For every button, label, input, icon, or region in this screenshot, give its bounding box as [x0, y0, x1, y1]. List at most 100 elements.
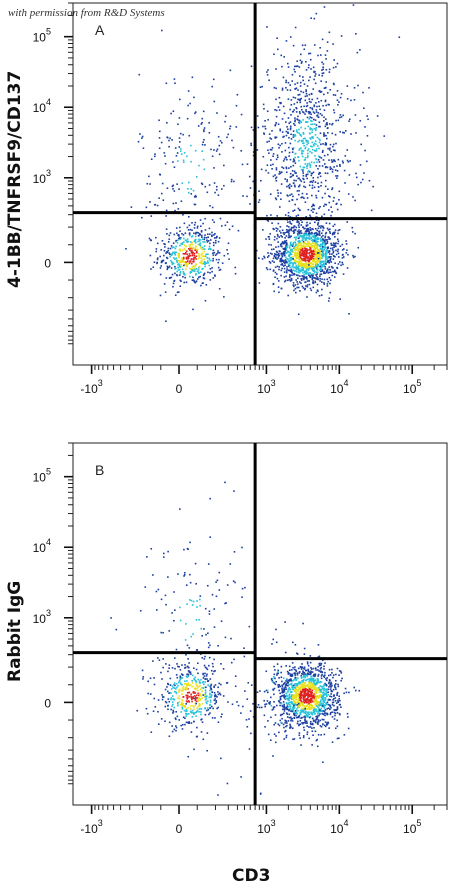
event-dot-a	[301, 221, 303, 223]
event-dot-b	[191, 604, 194, 606]
event-dot-b	[298, 692, 301, 694]
event-dot-b	[295, 712, 297, 715]
event-dot-b	[290, 674, 293, 676]
event-dot-b	[166, 690, 169, 693]
event-dot-a	[286, 244, 289, 247]
event-dot-a	[271, 147, 274, 149]
event-dot-b	[266, 691, 269, 694]
event-dot-a	[309, 128, 312, 131]
event-dot-b	[200, 678, 202, 681]
event-dot-a	[177, 123, 179, 126]
event-dot-b	[292, 666, 294, 669]
event-dot-b	[310, 699, 313, 702]
event-dot-a	[322, 260, 325, 263]
event-dot-b	[233, 658, 235, 661]
event-dot-b	[209, 678, 212, 680]
event-dot-b	[300, 700, 303, 703]
event-dot-a	[315, 232, 318, 234]
event-dot-a	[347, 161, 350, 163]
event-dot-a	[178, 260, 181, 262]
event-dot-b	[281, 689, 284, 691]
event-dot-a	[314, 134, 317, 136]
event-dot-a	[347, 193, 350, 195]
event-dot-a	[299, 133, 302, 136]
event-dot-a	[310, 237, 313, 239]
event-dot-a	[268, 260, 271, 263]
event-dot-b	[218, 692, 221, 695]
event-dot-a	[311, 131, 313, 134]
event-dot-a	[165, 252, 167, 254]
event-dot-b	[310, 679, 313, 681]
event-dot-b	[309, 693, 311, 696]
event-dot-a	[202, 282, 204, 284]
event-dot-a	[287, 98, 290, 100]
event-dot-b	[197, 672, 199, 675]
event-dot-a	[252, 180, 254, 183]
event-dot-a	[290, 165, 292, 168]
event-dot-a	[335, 66, 337, 68]
event-dot-a	[310, 161, 313, 164]
event-dot-b	[297, 677, 299, 679]
event-dot-b	[173, 591, 175, 593]
event-dot-a	[204, 260, 206, 263]
event-dot-b	[315, 697, 317, 700]
event-dot-b	[314, 698, 317, 701]
event-dot-a	[299, 254, 302, 257]
event-dot-a	[305, 93, 308, 95]
event-dot-a	[296, 219, 299, 222]
event-dot-b	[172, 710, 175, 713]
event-dot-a	[178, 137, 181, 139]
event-dot-b	[162, 658, 164, 660]
event-dot-b	[288, 678, 291, 681]
event-dot-b	[280, 665, 283, 668]
event-dot-b	[199, 598, 201, 601]
event-dot-a	[315, 265, 318, 268]
event-dot-a	[305, 249, 308, 251]
event-dot-b	[175, 725, 177, 727]
event-dot-a	[322, 229, 324, 232]
event-dot-a	[296, 130, 298, 133]
event-dot-b	[301, 684, 303, 687]
event-dot-a	[339, 261, 341, 263]
event-dot-b	[336, 707, 339, 709]
event-dot-a	[337, 119, 340, 122]
event-dot-b	[300, 717, 302, 719]
event-dot-b	[210, 695, 213, 697]
event-dot-b	[305, 697, 308, 700]
event-dot-a	[294, 287, 297, 290]
event-dot-b	[209, 497, 211, 500]
event-dot-a	[348, 312, 350, 315]
event-dot-b	[157, 699, 160, 701]
event-dot-b	[191, 716, 194, 718]
event-dot-b	[213, 685, 215, 688]
event-dot-a	[137, 140, 140, 143]
event-dot-a	[278, 96, 281, 99]
event-dot-a	[302, 267, 305, 269]
event-dot-b	[182, 696, 184, 698]
event-dot-a	[311, 277, 314, 279]
event-dot-a	[298, 121, 300, 124]
event-dot-a	[297, 274, 299, 277]
event-dot-a	[307, 242, 310, 245]
event-dot-a	[173, 190, 176, 192]
event-dot-b	[206, 732, 209, 734]
event-dot-a	[228, 228, 231, 231]
event-dot-b	[291, 707, 294, 709]
event-dot-a	[275, 253, 277, 256]
event-dot-a	[218, 144, 221, 147]
event-dot-a	[304, 127, 307, 130]
event-dot-a	[213, 100, 216, 103]
event-dot-a	[261, 258, 264, 260]
event-dot-b	[187, 670, 190, 672]
event-dot-b	[310, 707, 313, 710]
event-dot-a	[282, 167, 285, 169]
event-dot-a	[308, 52, 310, 55]
event-dot-b	[200, 711, 202, 713]
event-dot-a	[323, 87, 326, 89]
event-dot-b	[298, 706, 300, 708]
event-dot-b	[283, 706, 286, 709]
event-dot-a	[280, 258, 282, 261]
event-dot-a	[159, 273, 162, 276]
event-dot-a	[332, 94, 335, 96]
event-dot-b	[196, 707, 198, 710]
